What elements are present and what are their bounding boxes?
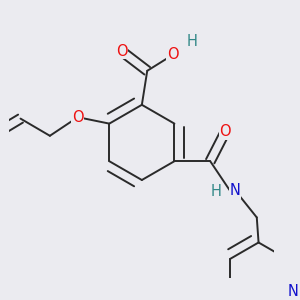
- Text: H: H: [211, 184, 222, 199]
- Text: O: O: [220, 124, 231, 140]
- Text: O: O: [167, 47, 179, 62]
- Text: N: N: [288, 284, 299, 299]
- Text: O: O: [116, 44, 127, 59]
- Text: H: H: [186, 34, 197, 49]
- Text: O: O: [72, 110, 84, 125]
- Text: N: N: [230, 183, 241, 198]
